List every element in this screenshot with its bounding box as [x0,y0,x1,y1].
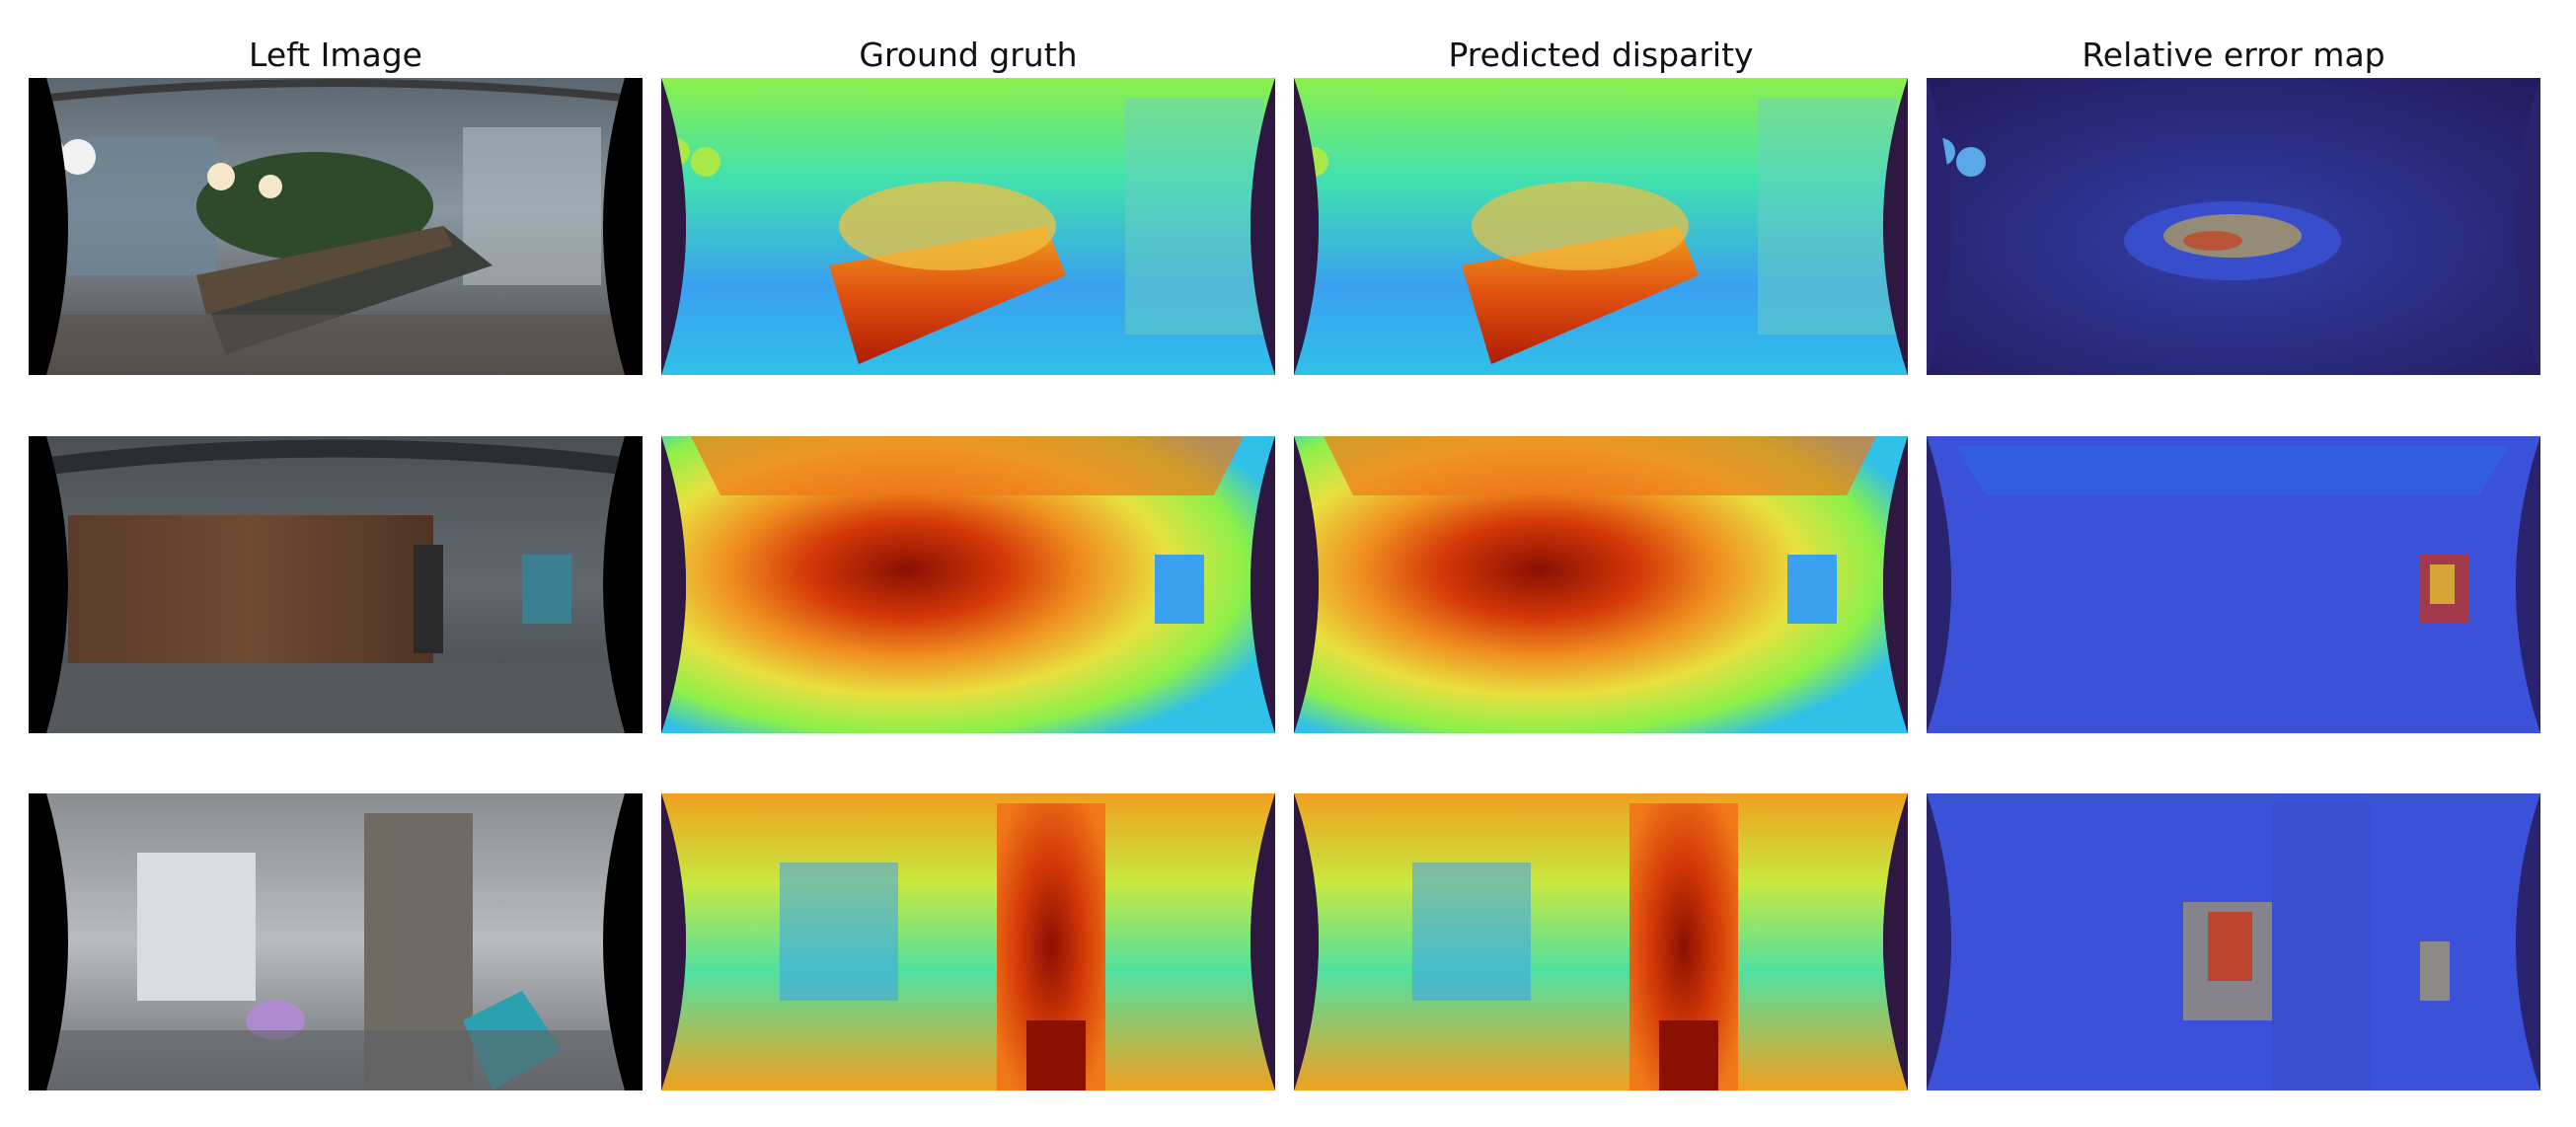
title-predicted-disparity: Predicted disparity [1448,36,1754,74]
row3-left-image [29,793,643,1090]
title-left-image: Left Image [249,36,422,74]
row2-predicted-disparity [1294,436,1908,733]
row3-predicted-disparity [1294,793,1908,1090]
row2-ground-truth [661,436,1275,733]
row1-ground-truth [661,78,1275,375]
title-relative-error-map: Relative error map [2082,36,2386,74]
row2-relative-error-map [1927,436,2540,733]
row1-left-image [29,78,643,375]
row3-ground-truth [661,793,1275,1090]
row1-relative-error-map [1927,78,2540,375]
row2-left-image [29,436,643,733]
row3-relative-error-map [1927,793,2540,1090]
title-ground-truth: Ground gruth [859,36,1078,74]
row1-predicted-disparity [1294,78,1908,375]
